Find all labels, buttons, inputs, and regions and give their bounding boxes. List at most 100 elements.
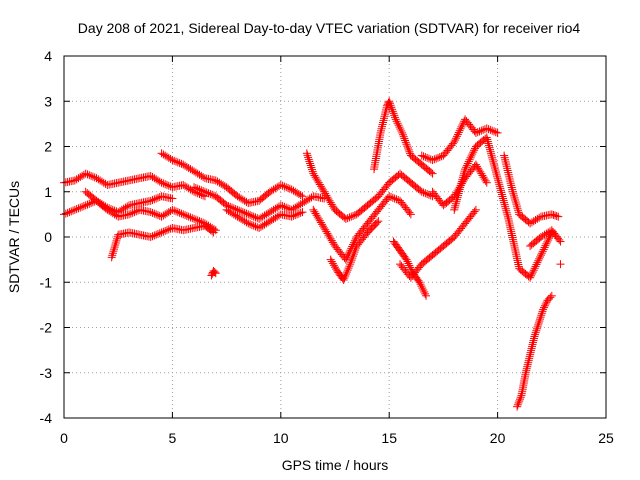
data-point <box>422 291 431 300</box>
data-point <box>271 213 280 222</box>
data-point <box>477 126 486 135</box>
data-point <box>294 190 303 199</box>
data-point <box>244 210 253 219</box>
data-point <box>67 207 76 216</box>
data-point <box>505 172 514 181</box>
data-point <box>529 266 538 275</box>
data-point <box>74 204 83 213</box>
data-point <box>341 255 350 264</box>
data-point <box>467 151 476 160</box>
data-point <box>306 161 315 170</box>
data-point <box>374 217 383 226</box>
data-point <box>162 152 171 161</box>
data-point <box>179 160 188 169</box>
data-point <box>496 184 505 193</box>
data-point <box>541 241 550 250</box>
data-point <box>501 204 510 213</box>
data-point <box>511 198 520 207</box>
data-point <box>504 168 513 177</box>
data-point <box>211 176 220 185</box>
y-tick-label: 2 <box>44 139 52 155</box>
data-point <box>204 189 213 198</box>
data-point <box>463 159 472 168</box>
data-point <box>530 264 539 273</box>
data-point <box>273 212 282 221</box>
data-point <box>486 147 495 156</box>
data-point <box>148 208 157 217</box>
data-point <box>403 142 412 151</box>
x-axis-label: GPS time / hours <box>282 457 389 473</box>
data-point <box>451 201 460 210</box>
data-point <box>484 139 493 148</box>
data-point <box>461 163 470 172</box>
data-point <box>161 180 170 189</box>
data-point <box>308 167 317 176</box>
data-point <box>130 208 139 217</box>
data-point <box>541 299 550 308</box>
data-point <box>161 226 170 235</box>
data-point <box>303 195 312 204</box>
data-point <box>150 174 159 183</box>
data-point <box>452 132 461 141</box>
data-point <box>495 182 504 191</box>
data-point <box>500 151 509 160</box>
data-point <box>457 177 466 186</box>
data-point <box>487 149 496 158</box>
data-point <box>516 393 525 402</box>
data-point <box>307 163 316 172</box>
data-point <box>404 259 413 268</box>
grid <box>64 56 606 418</box>
data-point <box>531 328 540 337</box>
data-point <box>435 153 444 162</box>
data-point <box>79 202 88 211</box>
data-point <box>428 169 437 178</box>
data-point <box>534 256 543 265</box>
data-point <box>238 195 247 204</box>
data-point <box>206 190 215 199</box>
data-point <box>162 180 171 189</box>
data-point <box>303 151 312 160</box>
data-point <box>211 269 220 278</box>
data-point <box>501 202 510 211</box>
y-tick-label: -3 <box>40 365 53 381</box>
data-point <box>184 212 193 221</box>
data-point <box>300 197 309 206</box>
data-point <box>421 289 430 298</box>
data-point <box>471 205 480 214</box>
data-point <box>458 121 467 130</box>
data-point <box>402 140 411 149</box>
data-point <box>415 278 424 287</box>
data-point <box>513 204 522 213</box>
data-point <box>247 211 256 220</box>
data-point <box>394 121 403 130</box>
data-point <box>342 270 351 279</box>
data-point <box>289 211 298 220</box>
data-point <box>512 202 521 211</box>
data-point <box>342 268 351 277</box>
data-point <box>456 183 465 192</box>
data-point <box>385 99 394 108</box>
data-point <box>497 190 506 199</box>
data-point <box>498 192 507 201</box>
data-point <box>453 130 462 139</box>
data-point <box>296 208 305 217</box>
data-point <box>458 173 467 182</box>
data-point <box>108 249 117 258</box>
data-point <box>500 198 509 207</box>
data-point <box>547 291 556 300</box>
data-point <box>388 193 397 202</box>
data-point <box>348 254 357 263</box>
data-point <box>497 188 506 197</box>
data-point <box>191 168 200 177</box>
data-point <box>540 301 549 310</box>
data-point <box>260 211 269 220</box>
data-point <box>308 165 317 174</box>
data-point <box>388 105 397 114</box>
data-point <box>152 175 161 184</box>
data-point <box>452 197 461 206</box>
data-point <box>483 137 492 146</box>
data-point <box>150 195 159 204</box>
data-point <box>373 218 382 227</box>
data-point <box>389 109 398 118</box>
data-point <box>454 191 463 200</box>
